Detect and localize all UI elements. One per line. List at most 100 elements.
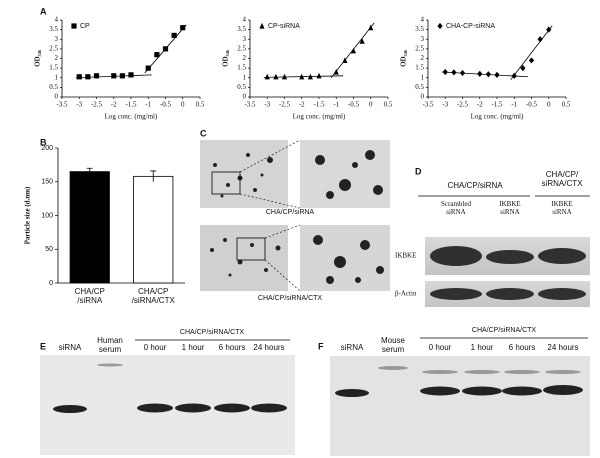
y-tick-label: 2.5	[237, 44, 246, 52]
x-tick-label: -3	[76, 101, 82, 109]
x-axis-label: Log conc. (mg/ml)	[105, 113, 158, 121]
lane-label: IKBKE siRNA	[551, 200, 573, 216]
marker	[316, 72, 322, 79]
lane-label: Scrambled siRNA	[441, 200, 471, 216]
marker	[264, 73, 270, 80]
lane-label-box: 1 hour	[181, 343, 205, 352]
lane-label: 1 hour	[181, 343, 205, 352]
x-tick-label: -3	[264, 101, 270, 109]
micrograph-panel	[200, 139, 390, 292]
marker	[273, 73, 279, 80]
y-tick-label: 3	[243, 35, 247, 43]
marker	[477, 70, 483, 77]
group-label-box: CHA/CP/siRNA	[447, 181, 502, 190]
x-tick-label: -0.5	[160, 101, 172, 109]
lane-label-box: 24 hours	[253, 343, 284, 352]
lane-label: 6 hours	[508, 343, 536, 352]
row-label: β-Actin	[395, 290, 417, 298]
x-tick-label: CHA/CP /siRNA/CTX	[131, 287, 175, 305]
x-tick-label: -1.5	[313, 101, 325, 109]
lane-label: Mouse serum	[380, 336, 405, 354]
micrograph-label: CHA/CP/siRNA/CTX	[258, 295, 323, 302]
lane-label-box: IKBKE siRNA	[551, 200, 573, 216]
marker	[546, 26, 552, 33]
micrograph-zoom	[300, 225, 390, 291]
lane-label-box: Mouse serum	[380, 336, 405, 354]
y-tick-label: 3	[421, 35, 425, 43]
x-tick-label-box: CHA/CP /siRNA	[74, 287, 105, 305]
lane-label: Human serum	[97, 336, 123, 354]
y-axis-label: OD₅₄₆	[222, 50, 230, 67]
y-tick-label: 0	[243, 93, 247, 101]
x-tick-label: 0	[181, 101, 185, 109]
marker	[442, 68, 448, 76]
x-tick-label: -1.5	[125, 101, 137, 109]
y-tick-label: 3	[55, 35, 59, 43]
group-label: CHA/CP/ siRNA/CTX	[541, 170, 583, 188]
y-tick-label: 4	[243, 16, 247, 24]
gel-bands	[53, 385, 583, 413]
marker	[154, 52, 160, 58]
x-tick-label: CHA/CP /siRNA	[74, 287, 105, 305]
marker	[368, 24, 374, 31]
error-bar	[86, 167, 93, 175]
y-tick-label: 0	[55, 93, 59, 101]
y-tick-label: 2.5	[415, 44, 424, 52]
marker	[342, 57, 348, 64]
marker	[145, 65, 151, 71]
x-tick-label: 0.5	[562, 101, 571, 109]
marker	[171, 32, 177, 38]
blot-bands	[430, 246, 586, 300]
x-tick-label: -3.5	[422, 101, 434, 109]
lane-label: IKBKE siRNA	[499, 200, 521, 216]
marker	[281, 73, 288, 80]
zoom-lines	[239, 139, 301, 292]
panel-label: C	[200, 128, 207, 138]
marker	[485, 71, 491, 78]
panel-label: D	[415, 166, 422, 176]
y-tick-label: 1.5	[415, 64, 424, 72]
legend-marker	[259, 22, 265, 29]
y-tick-label: 50	[45, 246, 53, 253]
x-tick-label: -3.5	[56, 101, 68, 109]
y-tick-label: 200	[41, 145, 53, 152]
panel-label: E	[40, 341, 46, 351]
marker	[128, 72, 134, 78]
y-tick-label: 1	[243, 73, 247, 81]
panel-label: A	[40, 6, 47, 16]
lane-label-box: 6 hours	[508, 343, 536, 352]
y-tick-label: 4	[55, 16, 59, 24]
lane-label-box: 6 hours	[218, 343, 246, 352]
y-tick-label: 1	[55, 73, 59, 81]
x-tick-label: -1	[511, 101, 517, 109]
marker	[119, 73, 125, 79]
legend-marker	[437, 22, 443, 30]
y-tick-label: 1.5	[237, 64, 246, 72]
y-axis-label: OD₅₄₆	[400, 50, 408, 67]
x-tick-label: -0.5	[348, 101, 360, 109]
x-tick-label: -3	[442, 101, 448, 109]
lane-label: 6 hours	[218, 343, 246, 352]
legend-label: CP	[80, 23, 90, 30]
lane-label-box: 0 hour	[144, 343, 167, 352]
lane-label-box: siRNA	[341, 343, 364, 352]
lane-label-box: 24 hours	[547, 343, 578, 352]
micrograph-label: CHA/CP/siRNA	[266, 209, 315, 216]
marker	[180, 25, 186, 31]
panel-label: B	[40, 137, 47, 147]
marker	[111, 73, 117, 79]
y-tick-label: 0.5	[237, 83, 246, 91]
marker	[299, 73, 305, 80]
marker	[307, 73, 313, 80]
marker	[350, 47, 357, 54]
marker	[162, 46, 169, 52]
marker	[85, 74, 91, 80]
x-tick-label: -0.5	[526, 101, 538, 109]
y-tick-label: 2.5	[49, 44, 58, 52]
y-tick-label: 100	[41, 212, 53, 219]
y-tick-label: 150	[41, 179, 53, 186]
lane-label-box: IKBKE siRNA	[499, 200, 521, 216]
y-tick-label: 3.5	[237, 25, 246, 33]
x-tick-label: -1	[333, 101, 339, 109]
